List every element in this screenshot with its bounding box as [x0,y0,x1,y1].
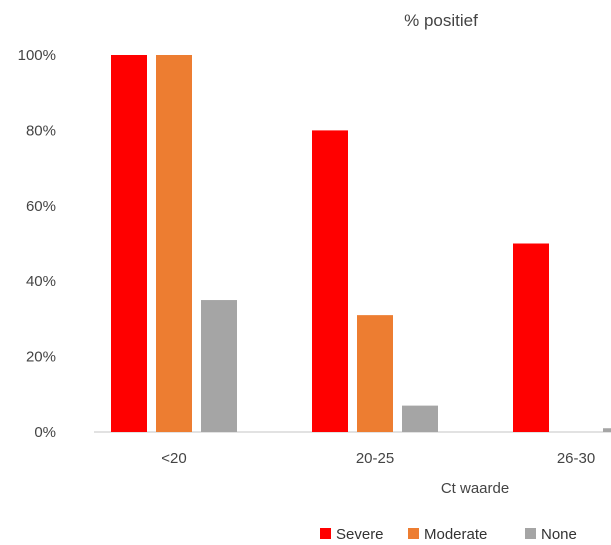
legend-label-none: None [541,526,577,543]
bar-severe-2 [513,243,549,432]
x-tick-label: 26-30 [557,450,595,467]
y-tick-label: 100% [18,47,56,64]
bar-severe-0 [111,55,147,432]
x-axis-title: Ct waarde [441,480,509,497]
y-axis-ticks: 0% 20% 40% 60% 80% 100% [18,47,56,441]
bar-none-2 [603,428,611,432]
legend-label-moderate: Moderate [424,526,487,543]
y-tick-label: 0% [34,424,56,441]
legend-swatch-severe [320,528,331,539]
x-tick-label: 20-25 [356,450,394,467]
bar-none-0 [201,300,237,432]
bars-group [111,55,611,432]
y-tick-label: 20% [26,349,56,366]
x-axis-ticks: <20 20-25 26-30 [161,450,595,467]
bar-none-1 [402,405,438,432]
y-tick-label: 80% [26,122,56,139]
chart-title: % positief [404,11,478,30]
legend: Severe Moderate None [320,526,577,543]
bar-moderate-1 [357,315,393,432]
bar-severe-1 [312,130,348,432]
bar-moderate-0 [156,55,192,432]
x-tick-label: <20 [161,450,186,467]
y-tick-label: 40% [26,273,56,290]
legend-swatch-moderate [408,528,419,539]
legend-label-severe: Severe [336,526,384,543]
y-tick-label: 60% [26,198,56,215]
legend-swatch-none [525,528,536,539]
